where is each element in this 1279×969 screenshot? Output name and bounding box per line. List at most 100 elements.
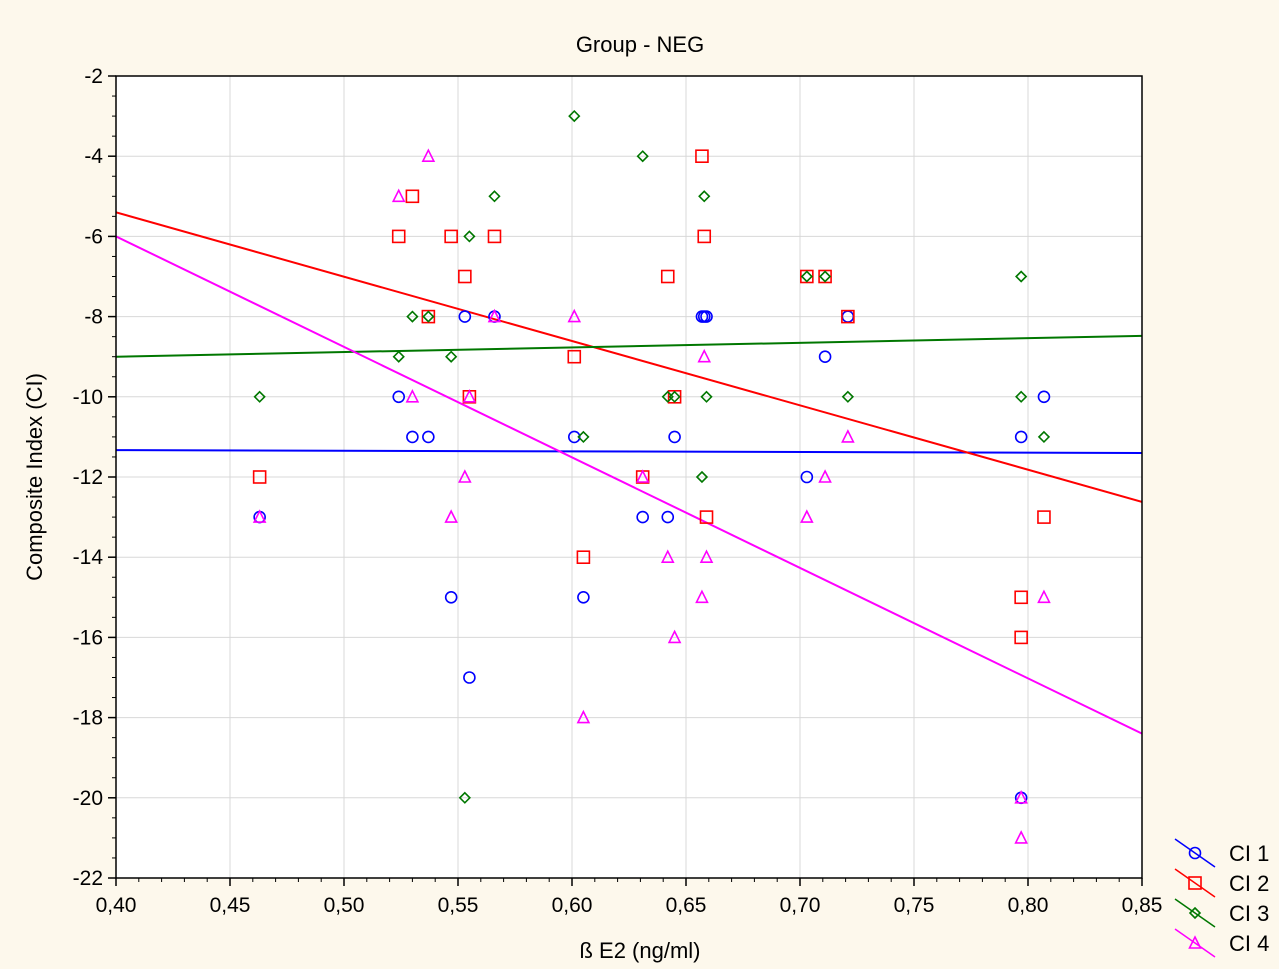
point-ci-4 bbox=[660, 549, 675, 564]
chart-title: Group - NEG bbox=[576, 32, 704, 57]
point-ci-1 bbox=[636, 510, 649, 524]
point-ci-1 bbox=[577, 590, 590, 604]
point-ci-2 bbox=[660, 269, 675, 284]
point-ci-1 bbox=[458, 310, 472, 323]
point-ci-4 bbox=[1014, 790, 1028, 804]
point-ci-1 bbox=[392, 390, 406, 404]
x-tick-label: 0,85 bbox=[1122, 894, 1163, 917]
x-tick-label: 0,40 bbox=[96, 894, 137, 917]
legend-item-ci-4: CI 4 bbox=[1174, 928, 1269, 958]
x-tick-label: 0,65 bbox=[666, 894, 707, 917]
legend: CI 1 CI 2 CI 3 CI 4 bbox=[1174, 838, 1269, 958]
point-ci-1 bbox=[668, 430, 681, 444]
legend-line bbox=[1174, 868, 1216, 898]
y-tick-label: -2 bbox=[84, 65, 103, 88]
point-ci-4 bbox=[252, 509, 267, 523]
point-ci-3 bbox=[636, 150, 649, 163]
point-ci-1 bbox=[422, 430, 435, 444]
y-tick-label: -14 bbox=[73, 546, 104, 569]
point-ci-2 bbox=[252, 470, 267, 484]
point-ci-4 bbox=[487, 308, 502, 323]
point-ci-3 bbox=[422, 310, 435, 323]
y-tick-label: -18 bbox=[73, 707, 103, 730]
fit-line-ci-2 bbox=[116, 211, 1142, 503]
legend-marker bbox=[1188, 935, 1202, 949]
point-ci-4 bbox=[1014, 830, 1028, 844]
x-tick-label: 0,50 bbox=[324, 894, 365, 917]
point-ci-4 bbox=[444, 509, 458, 523]
point-ci-2 bbox=[1014, 590, 1028, 605]
legend-item-ci-3: CI 3 bbox=[1174, 898, 1269, 928]
point-ci-4 bbox=[695, 589, 709, 604]
x-tick-label: 0,75 bbox=[894, 894, 935, 917]
point-ci-3 bbox=[577, 430, 590, 444]
x-tick-label: 0,60 bbox=[552, 894, 593, 917]
point-ci-2 bbox=[576, 550, 591, 565]
point-ci-1 bbox=[1037, 390, 1051, 404]
point-ci-1 bbox=[444, 590, 458, 604]
point-ci-4 bbox=[458, 469, 472, 483]
point-ci-1 bbox=[700, 310, 713, 323]
fit-line-ci-1 bbox=[116, 449, 1142, 454]
legend-label: CI 1 bbox=[1229, 841, 1269, 866]
legend-label: CI 2 bbox=[1229, 871, 1269, 896]
point-ci-1 bbox=[567, 430, 581, 444]
point-ci-3 bbox=[1037, 430, 1051, 444]
point-ci-4 bbox=[800, 509, 814, 523]
y-tick-label: -6 bbox=[84, 225, 103, 248]
point-ci-3 bbox=[700, 390, 713, 403]
legend-label: CI 3 bbox=[1229, 901, 1269, 926]
point-ci-4 bbox=[635, 469, 650, 483]
legend-line bbox=[1174, 898, 1216, 928]
point-ci-1 bbox=[661, 510, 675, 524]
point-ci-1 bbox=[800, 470, 814, 484]
point-ci-2 bbox=[405, 189, 420, 204]
grid bbox=[116, 76, 1142, 878]
y-tick-label: -22 bbox=[73, 867, 103, 890]
point-ci-3 bbox=[253, 390, 266, 403]
fit-line-ci-3 bbox=[116, 334, 1142, 358]
point-ci-3 bbox=[698, 190, 711, 203]
x-tick-label: 0,45 bbox=[210, 894, 251, 917]
fit-lines bbox=[116, 211, 1142, 735]
point-ci-2 bbox=[841, 309, 855, 324]
legend-marker bbox=[1188, 846, 1202, 860]
x-tick-label: 0,80 bbox=[1008, 894, 1049, 917]
point-ci-2 bbox=[1014, 630, 1028, 645]
point-ci-2 bbox=[697, 229, 712, 244]
legend-marker bbox=[1188, 906, 1202, 920]
point-ci-4 bbox=[421, 148, 436, 162]
legend-line bbox=[1174, 928, 1216, 958]
x-tick-label: 0,55 bbox=[438, 894, 479, 917]
y-axis-ticks: -2 -4 -6 -8 -10 -12 -14 -16 -18 -20 -22 bbox=[73, 65, 116, 890]
point-ci-2 bbox=[1037, 510, 1051, 524]
legend-line bbox=[1174, 838, 1216, 868]
point-ci-3 bbox=[458, 791, 471, 804]
legend-label: CI 4 bbox=[1229, 931, 1269, 956]
point-ci-3 bbox=[1015, 270, 1028, 283]
point-ci-2 bbox=[699, 510, 714, 524]
x-tick-label: 0,70 bbox=[780, 894, 821, 917]
point-ci-3 bbox=[488, 190, 501, 203]
point-ci-4 bbox=[697, 348, 712, 363]
point-ci-3 bbox=[445, 350, 458, 363]
legend-marker bbox=[1188, 876, 1202, 890]
point-ci-3 bbox=[568, 109, 581, 123]
y-tick-label: -10 bbox=[73, 386, 103, 409]
point-ci-3 bbox=[463, 230, 476, 243]
point-ci-4 bbox=[405, 389, 420, 403]
y-tick-label: -4 bbox=[84, 145, 103, 168]
point-ci-4 bbox=[462, 389, 477, 403]
point-ci-3 bbox=[841, 390, 855, 403]
point-ci-3 bbox=[800, 270, 813, 283]
y-tick-label: -12 bbox=[73, 466, 103, 489]
point-ci-3 bbox=[1015, 390, 1028, 403]
data-points bbox=[252, 109, 1051, 844]
point-ci-4 bbox=[1037, 589, 1051, 604]
point-ci-4 bbox=[818, 469, 832, 483]
point-ci-3 bbox=[818, 270, 832, 283]
point-ci-2 bbox=[695, 149, 709, 163]
point-ci-4 bbox=[841, 429, 855, 443]
point-ci-3 bbox=[406, 310, 419, 323]
